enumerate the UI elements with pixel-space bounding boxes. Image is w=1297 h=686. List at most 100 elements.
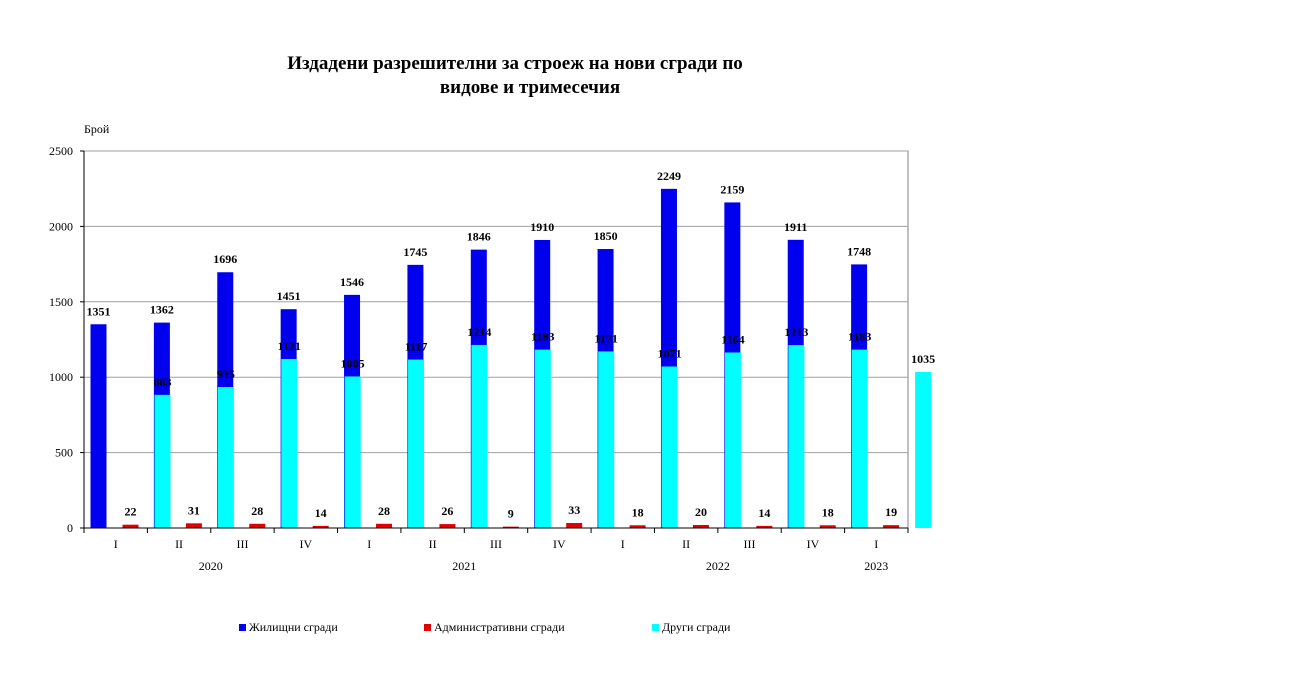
legend-item: Административни сгради [424, 620, 565, 635]
data-label: 1910 [530, 220, 554, 234]
data-label: 28 [378, 504, 390, 518]
x-tick-label: I [367, 537, 371, 551]
chart-title-line-1: Издадени разрешителни за строеж на нови … [287, 53, 743, 74]
data-label: 1121 [278, 339, 301, 353]
x-tick-label: II [682, 537, 690, 551]
y-tick-label: 0 [67, 521, 73, 535]
data-label: 883 [154, 375, 172, 389]
bar [376, 523, 393, 528]
data-label: 1911 [784, 220, 807, 234]
data-label: 1850 [594, 229, 618, 243]
data-label: 1117 [405, 340, 428, 354]
data-label: 33 [568, 503, 580, 517]
bar [534, 349, 551, 528]
legend-swatch [652, 624, 659, 631]
bar [724, 352, 741, 528]
bar [851, 349, 868, 528]
legend-item: Жилищни сгради [239, 620, 338, 635]
x-tick-label: II [429, 537, 437, 551]
data-label: 14 [758, 506, 770, 520]
data-label: 1035 [911, 352, 935, 366]
bar [154, 394, 171, 528]
year-label: 2023 [864, 559, 888, 573]
x-tick-label: IV [300, 537, 313, 551]
bar [788, 345, 805, 528]
data-label: 20 [695, 505, 707, 519]
chart-title: Издадени разрешителни за строеж на нови … [200, 52, 830, 100]
bar [756, 525, 773, 528]
data-label: 1451 [277, 289, 301, 303]
data-label: 1351 [87, 304, 111, 318]
bar [122, 524, 139, 528]
data-label: 31 [188, 503, 200, 517]
legend-label: Административни сгради [434, 620, 565, 634]
year-label: 2022 [706, 559, 730, 573]
bar [90, 324, 107, 528]
y-axis-label: Брой [84, 122, 110, 136]
data-label: 1005 [341, 356, 365, 370]
bar [185, 523, 202, 528]
data-label: 1183 [531, 330, 554, 344]
data-label: 1546 [340, 275, 364, 289]
y-tick-label: 1500 [49, 295, 73, 309]
y-tick-label: 2000 [49, 219, 73, 233]
bar [661, 366, 678, 528]
bar [502, 526, 519, 528]
chart-legend: Жилищни сгради Административни сгради Друг… [0, 620, 1297, 640]
year-label: 2021 [452, 559, 476, 573]
bar [915, 371, 932, 528]
chart-title-line-2: видове и тримесечия [439, 77, 621, 98]
legend-swatch [239, 624, 246, 631]
data-label: 9 [508, 507, 514, 521]
x-tick-label: II [175, 537, 183, 551]
data-label: 1071 [658, 346, 682, 360]
x-tick-label: I [114, 537, 118, 551]
y-tick-label: 2500 [49, 144, 73, 158]
data-label: 28 [251, 504, 263, 518]
x-tick-label: IV [553, 537, 566, 551]
year-label: 2020 [199, 559, 223, 573]
bar [819, 525, 836, 528]
x-tick-label: I [621, 537, 625, 551]
data-label: 2249 [657, 169, 681, 183]
bar [629, 525, 646, 528]
data-label: 1696 [213, 252, 237, 266]
data-label: 22 [125, 505, 137, 519]
data-label: 14 [315, 506, 327, 520]
y-tick-label: 500 [55, 446, 73, 460]
bar [883, 525, 900, 528]
legend-label: Жилищни сгради [249, 620, 338, 634]
data-label: 26 [441, 504, 453, 518]
bar [566, 523, 583, 528]
bar [598, 351, 615, 528]
legend-item: Други сгради [652, 620, 730, 635]
data-label: 18 [632, 505, 644, 519]
x-tick-label: III [490, 537, 502, 551]
data-label: 18 [822, 505, 834, 519]
x-tick-label: IV [807, 537, 820, 551]
data-label: 1183 [848, 330, 871, 344]
x-tick-label: III [236, 537, 248, 551]
data-label: 1213 [784, 325, 808, 339]
bar [692, 524, 709, 528]
bar [281, 358, 298, 528]
data-label: 1846 [467, 230, 491, 244]
data-label: 1214 [467, 325, 491, 339]
data-label: 2159 [720, 182, 744, 196]
bar [471, 344, 488, 528]
data-label: 1748 [847, 244, 871, 258]
plot-area-border [83, 150, 909, 529]
bar [249, 523, 266, 528]
x-tick-label: III [744, 537, 756, 551]
bar [344, 376, 361, 528]
data-label: 1745 [403, 245, 427, 259]
data-label: 1164 [721, 332, 744, 346]
y-tick-label: 1000 [49, 370, 73, 384]
legend-swatch [424, 624, 431, 631]
x-tick-label: I [874, 537, 878, 551]
data-label: 19 [885, 505, 897, 519]
bar [439, 524, 456, 528]
data-label: 1362 [150, 303, 174, 317]
bar [408, 359, 425, 528]
